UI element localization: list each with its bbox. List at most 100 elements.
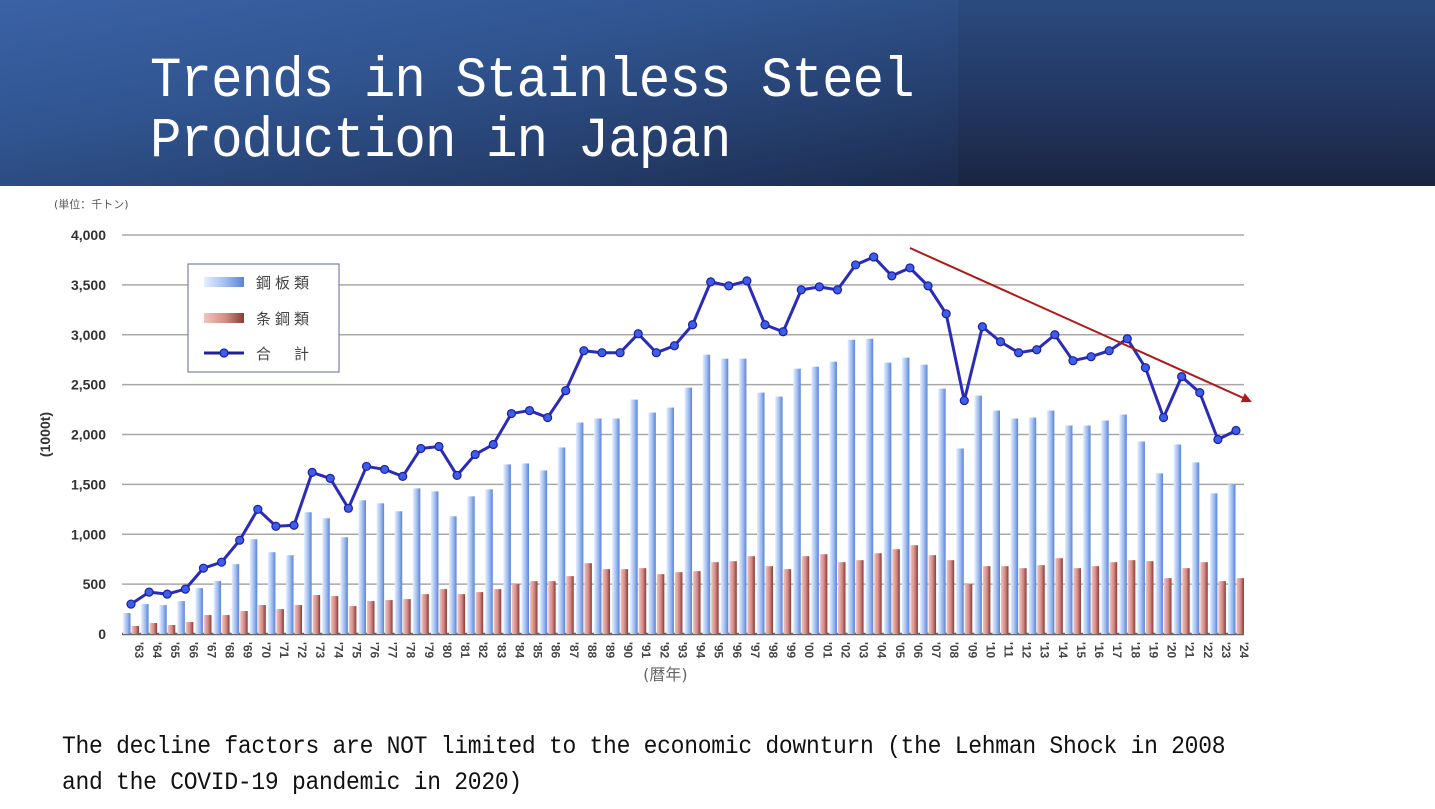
bar-bar-steel: [1164, 578, 1172, 634]
bar-plate: [1028, 417, 1037, 634]
bar-plate: [177, 601, 185, 634]
bar-plate: [901, 357, 910, 634]
bar-plate: [1101, 420, 1109, 634]
bar-plate: [720, 358, 729, 634]
bar-bar-steel: [511, 584, 520, 634]
y-tick-label: 3,000: [71, 327, 106, 343]
caption-line-1: The decline factors are NOT limited to t…: [62, 732, 1226, 761]
x-tick-label: '74: [331, 642, 345, 659]
bar-plate: [811, 366, 819, 634]
bar-bar-steel: [964, 584, 973, 634]
total-point: [1231, 425, 1241, 436]
y-tick-label: 0: [98, 626, 106, 642]
x-tick-label: '95: [712, 642, 726, 659]
x-tick-label: '69: [241, 642, 255, 659]
bar-bar-steel: [276, 609, 284, 634]
legend-swatch-plate: [204, 277, 244, 287]
x-tick-label: '78: [404, 642, 418, 659]
bar-bar-steel: [1200, 562, 1208, 634]
y-axis-label: (1000t): [37, 412, 53, 457]
x-tick-label: '97: [748, 642, 762, 659]
x-tick-label: '90: [621, 642, 635, 659]
total-point: [887, 271, 897, 281]
total-point: [1104, 346, 1114, 356]
x-tick-label: '15: [1074, 642, 1088, 659]
bar-bar-steel: [638, 568, 647, 634]
total-point: [796, 285, 806, 295]
x-tick-label: '21: [1183, 642, 1197, 659]
x-tick-label: '84: [512, 642, 526, 659]
bar-bar-steel: [421, 594, 429, 634]
x-tick-label: '72: [295, 642, 309, 659]
x-axis-ticks: '63 '64 '65 '66 '67 '68 '69 '70 '71 '72 '73 '74 '75 '…: [132, 642, 1251, 659]
bar-plate: [231, 564, 240, 634]
x-tick-label: '86: [549, 642, 563, 659]
bar-bar-steel: [348, 606, 357, 634]
bar-plate: [1064, 425, 1073, 634]
bar-bar-steel: [1037, 565, 1045, 634]
total-point: [1068, 356, 1078, 366]
bar-plate: [920, 364, 928, 634]
bar-plate: [503, 464, 511, 634]
x-tick-label: '73: [313, 642, 327, 659]
bar-plate: [539, 470, 548, 634]
x-tick-label: '96: [730, 642, 744, 659]
total-point: [488, 439, 498, 450]
total-point: [126, 599, 136, 609]
bar-bar-steel: [1182, 568, 1190, 634]
bar-bar-steel: [566, 576, 574, 634]
total-point: [506, 408, 517, 419]
bar-bar-steel: [366, 601, 375, 634]
x-tick-label: '06: [911, 642, 925, 659]
bar-plate: [1083, 425, 1091, 634]
total-point: [1177, 372, 1187, 382]
total-point: [1213, 434, 1223, 445]
bar-plate: [666, 407, 674, 634]
bar-plate: [992, 410, 1001, 634]
bar-plate: [738, 358, 747, 634]
bar-bar-steel: [403, 599, 411, 634]
total-point: [434, 441, 444, 452]
bar-plate: [394, 511, 403, 634]
total-point: [633, 329, 643, 339]
total-point: [850, 260, 861, 270]
bar-bar-steel: [439, 589, 447, 634]
bar-bar-steel: [1145, 561, 1154, 634]
bar-plate: [1173, 444, 1182, 634]
x-tick-label: '03: [857, 642, 871, 659]
caption-line-2: and the COVID-19 pandemic in 2020): [62, 768, 522, 797]
total-point: [144, 587, 154, 597]
x-tick-label: '64: [150, 642, 164, 659]
total-point: [1086, 352, 1096, 362]
total-point: [180, 584, 190, 594]
bar-bar-steel: [493, 589, 502, 634]
bar-series: [123, 338, 1244, 634]
y-tick-label: 3,500: [71, 277, 106, 293]
x-tick-label: '07: [929, 642, 943, 659]
bar-plate: [1046, 410, 1055, 634]
x-tick-label: '93: [675, 642, 689, 659]
x-tick-label: '94: [694, 642, 708, 659]
bar-bar-steel: [167, 625, 176, 634]
total-point: [216, 557, 227, 567]
bar-plate: [159, 605, 167, 634]
bar-plate: [612, 418, 620, 634]
bar-plate: [557, 447, 566, 634]
bar-bar-steel: [530, 581, 538, 634]
x-tick-label: '01: [820, 642, 834, 659]
x-tick-label: '66: [186, 642, 200, 659]
total-point: [579, 346, 589, 356]
bar-plate: [412, 488, 421, 634]
bar-bar-steel: [801, 556, 810, 634]
x-tick-label: '13: [1038, 642, 1052, 659]
x-tick-label: '22: [1201, 642, 1215, 659]
bar-plate: [485, 489, 493, 634]
bar-bar-steel: [856, 560, 864, 634]
y-axis-ticks: 0 500 1,000 1,500 2,000 2,500 3,000 3,500 4,000: [71, 227, 106, 642]
total-point: [1032, 345, 1042, 355]
total-point: [325, 473, 335, 483]
total-point: [1140, 363, 1151, 373]
legend-label: 鋼板類: [256, 274, 313, 292]
total-point: [724, 281, 734, 291]
